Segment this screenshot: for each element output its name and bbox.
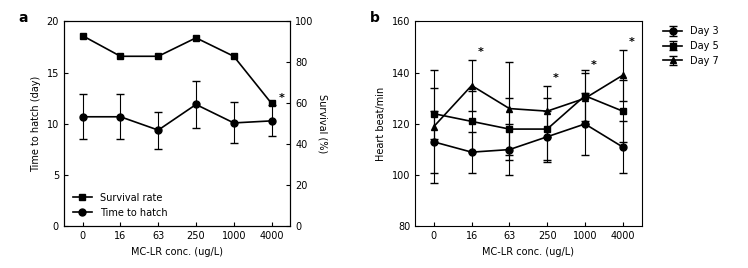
Survival rate	[154, 55, 163, 58]
Text: *: *	[628, 37, 634, 47]
Text: *: *	[278, 93, 284, 103]
Legend: Survival rate, Time to hatch: Survival rate, Time to hatch	[69, 189, 171, 222]
Survival rate	[267, 102, 276, 105]
Survival rate	[116, 55, 125, 58]
Text: *: *	[591, 60, 596, 70]
X-axis label: MC-LR conc. (ug/L): MC-LR conc. (ug/L)	[131, 247, 223, 257]
Text: a: a	[19, 11, 28, 25]
Survival rate	[230, 55, 239, 58]
Y-axis label: Time to hatch (day): Time to hatch (day)	[31, 76, 41, 172]
Survival rate	[79, 34, 88, 38]
Survival rate	[191, 36, 200, 39]
Y-axis label: Heart beat/min: Heart beat/min	[376, 87, 386, 161]
Y-axis label: Survival (%): Survival (%)	[318, 94, 328, 154]
Legend: Day 3, Day 5, Day 7: Day 3, Day 5, Day 7	[659, 22, 723, 70]
Text: b: b	[370, 11, 379, 25]
X-axis label: MC-LR conc. (ug/L): MC-LR conc. (ug/L)	[482, 247, 574, 257]
Line: Survival rate: Survival rate	[79, 32, 275, 107]
Text: *: *	[477, 47, 483, 57]
Text: *: *	[553, 73, 559, 83]
